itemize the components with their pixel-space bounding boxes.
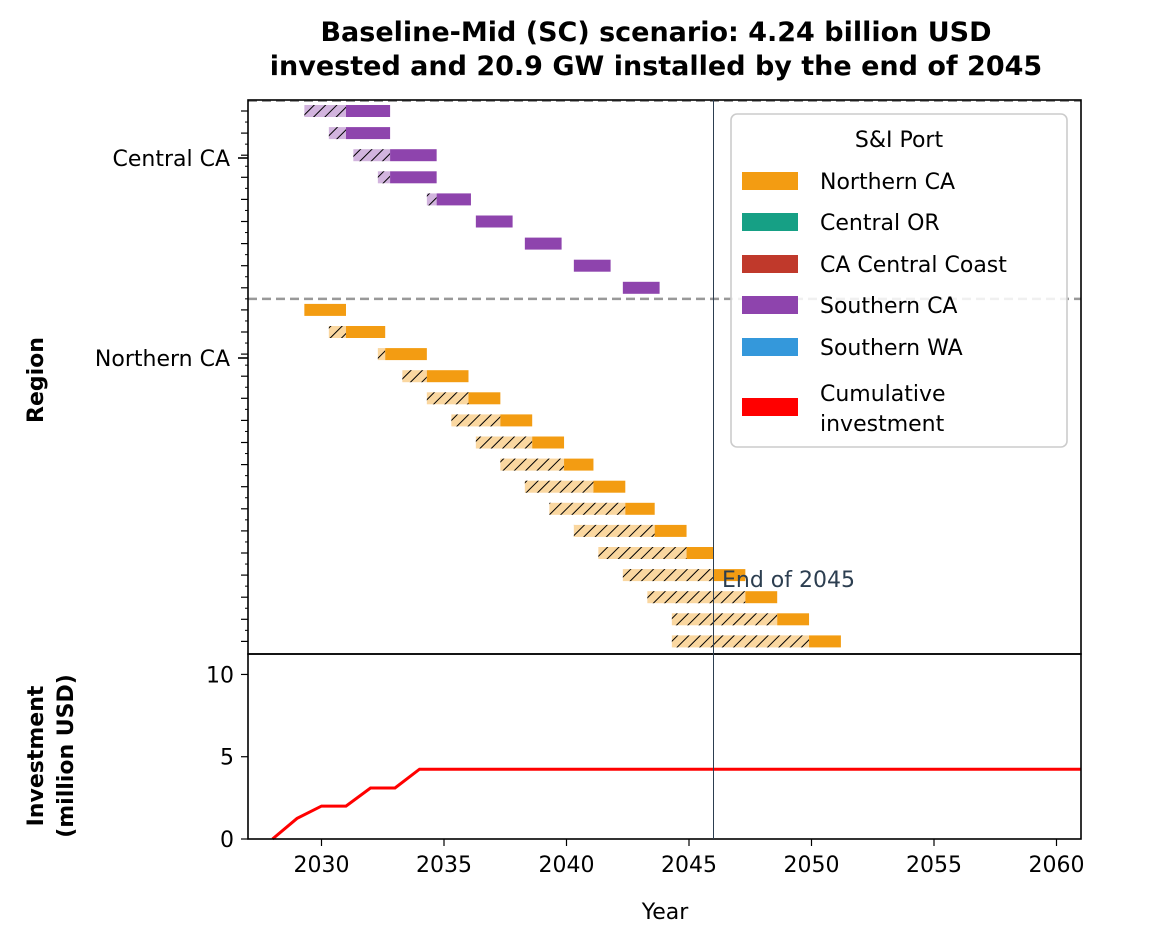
gantt-bar-hatched: [426, 193, 437, 206]
legend-entry-label: Northern CA: [820, 170, 955, 195]
gantt-bar-solid: [524, 237, 562, 250]
gantt-bar-solid: [745, 591, 778, 604]
gantt-bar-hatched: [475, 436, 533, 449]
gantt-bar-hatched: [573, 524, 655, 537]
legend-frame: [730, 113, 1068, 448]
legend-entry-label-line: Northern CA: [820, 170, 955, 195]
gantt-y-ticks: Central CA Northern CA: [95, 110, 248, 643]
gantt-bar-solid: [564, 458, 594, 471]
end-of-2045-annotation: End of 2045: [722, 568, 855, 593]
legend-entry-label: Central OR: [820, 211, 940, 236]
gantt-bar-hatched: [328, 127, 346, 140]
investment-y-tick-label: 10: [206, 663, 234, 688]
legend-swatch: [742, 398, 798, 416]
legend-swatch: [742, 338, 798, 356]
gantt-bar-solid: [532, 436, 565, 449]
gantt-bar-hatched: [451, 414, 501, 427]
gantt-bar-hatched: [647, 591, 746, 604]
legend-entry-label-line: Southern WA: [820, 336, 963, 361]
gantt-bar-hatched: [549, 502, 626, 515]
legend-entry-label: CA Central Coast: [820, 253, 1007, 278]
gantt-bar-solid: [500, 414, 533, 427]
gantt-bars: [304, 105, 841, 648]
legend-entry-label-line: Cumulative: [820, 382, 946, 407]
investment-axes: 0 5 10 2030 2035 2040 2045 2050 2055 2060: [206, 663, 1085, 878]
gantt-bar-hatched: [402, 370, 427, 383]
legend-entry-label-line: CA Central Coast: [820, 253, 1007, 278]
gantt-bar-solid: [654, 524, 687, 537]
gantt-bar-solid: [625, 502, 655, 515]
legend-entry-label: Southern CA: [820, 294, 957, 319]
legend-title: S&I Port: [855, 128, 944, 153]
gantt-bar-solid: [475, 215, 513, 228]
gantt-bar-hatched: [671, 613, 778, 626]
chart-title-line-1: Baseline-Mid (SC) scenario: 4.24 billion…: [320, 17, 992, 48]
gantt-bar-solid: [777, 613, 810, 626]
gantt-bar-solid: [390, 149, 437, 162]
x-tick-label: 2035: [416, 853, 472, 878]
legend-swatch: [742, 172, 798, 190]
cumulative-investment-line: [271, 767, 1081, 841]
investment-y-tick-label: 0: [220, 828, 234, 853]
gantt-bar-hatched: [328, 326, 346, 338]
investment-y-axis-label-line-1: Investment: [24, 685, 49, 826]
region-label: Northern CA: [95, 347, 230, 372]
gantt-bar-hatched: [353, 149, 391, 162]
gantt-bar-solid: [436, 193, 471, 206]
legend-swatch: [742, 213, 798, 231]
x-tick-label: 2045: [661, 853, 717, 878]
legend: S&I Port Northern CA Central OR CA Central…: [730, 113, 1068, 448]
gantt-bar-hatched: [524, 480, 594, 493]
legend-swatch: [742, 255, 798, 273]
investment-y-tick-label: 5: [220, 746, 234, 771]
x-tick-label: 2050: [784, 853, 840, 878]
legend-entry-label: Cumulative investment: [820, 382, 946, 437]
gantt-panel: Central CA Northern CA Region End of 2045: [24, 99, 1082, 655]
legend-entry-label-line: investment: [820, 412, 945, 437]
investment-y-axis-label-line-2: (million USD): [54, 674, 79, 838]
x-tick-label: 2055: [906, 853, 962, 878]
gantt-bar-hatched: [377, 348, 386, 361]
chart-title: Baseline-Mid (SC) scenario: 4.24 billion…: [150, 16, 1162, 84]
gantt-bar-solid: [346, 105, 391, 117]
gantt-bar-solid: [346, 127, 391, 140]
chart-title-line-2: invested and 20.9 GW installed by the en…: [269, 51, 1043, 82]
gantt-bar-solid: [346, 326, 386, 338]
x-axis-label: Year: [641, 900, 690, 925]
legend-entry-label-line: Southern CA: [820, 294, 957, 319]
investment-frame: [247, 653, 1082, 840]
investment-panel: 0 5 10 2030 2035 2040 2045 2050 2055 2060 Investm…: [24, 653, 1085, 925]
gantt-bar-solid: [809, 635, 841, 648]
x-tick-label: 2040: [539, 853, 595, 878]
legend-swatch: [742, 296, 798, 314]
gantt-bar-solid: [713, 569, 746, 582]
gantt-bar-hatched: [598, 547, 687, 559]
gantt-bar-solid: [593, 480, 626, 493]
gantt-bar-solid: [622, 281, 660, 294]
gantt-bar-hatched: [671, 635, 810, 648]
gantt-bar-solid: [686, 547, 714, 559]
legend-entry-label-line: Central OR: [820, 211, 940, 236]
region-label: Central CA: [112, 147, 230, 172]
gantt-bar-hatched: [426, 392, 469, 405]
gantt-y-axis-label: Region: [24, 337, 49, 423]
legend-entry-label: Southern WA: [820, 336, 963, 361]
gantt-bar-solid: [573, 259, 611, 272]
legend-entries: Northern CA Central OR CA Central Coast Sou…: [742, 170, 1007, 437]
x-tick-label: 2030: [294, 853, 350, 878]
gantt-bar-hatched: [622, 569, 714, 582]
gantt-bar-solid: [304, 303, 346, 316]
gantt-bar-hatched: [377, 171, 391, 184]
gantt-bar-solid: [390, 171, 437, 184]
gantt-bar-hatched: [304, 105, 346, 117]
gantt-bar-solid: [468, 392, 501, 405]
gantt-bar-hatched: [500, 458, 565, 471]
x-tick-label: 2060: [1029, 853, 1085, 878]
gantt-bar-solid: [385, 348, 427, 361]
gantt-bar-solid: [426, 370, 469, 383]
